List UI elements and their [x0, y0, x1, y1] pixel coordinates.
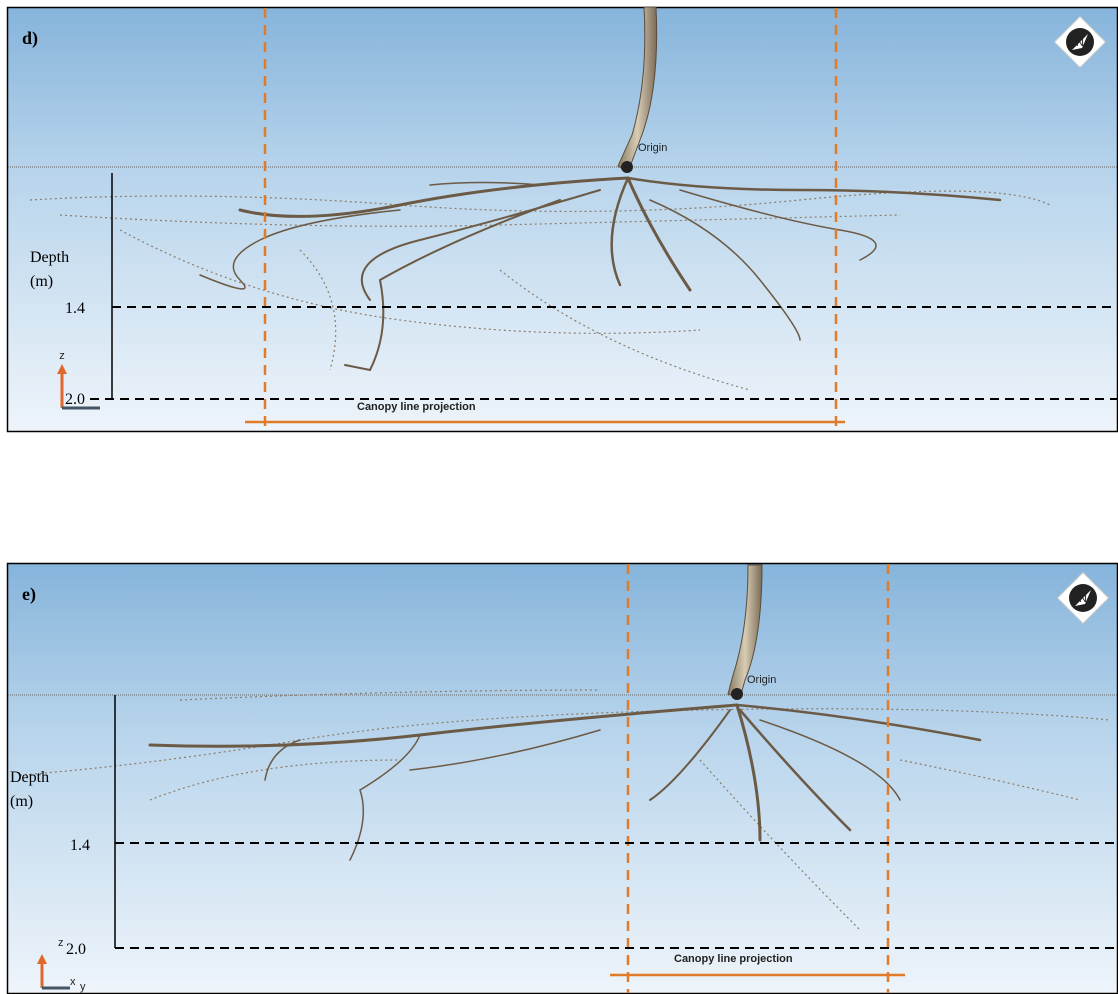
- axis-label: y: [80, 981, 86, 993]
- depth-unit: (m): [10, 793, 33, 810]
- panel-label: e): [22, 584, 36, 605]
- depth-mark: 1.4: [65, 300, 85, 317]
- compass-label: N: [1076, 37, 1084, 49]
- panel-e: Origin Canopy line projection e) Depth (…: [8, 564, 1118, 994]
- axis-label: z: [58, 937, 64, 949]
- depth-mark: 2.0: [65, 391, 85, 408]
- panel-frame: [8, 564, 1118, 994]
- origin-label: Origin: [638, 142, 667, 154]
- depth-mark: 1.4: [70, 837, 90, 854]
- canopy-label: Canopy line projection: [357, 401, 476, 413]
- panel-label: d): [22, 28, 38, 49]
- compass-label: N: [1079, 593, 1087, 605]
- origin-marker: [731, 688, 743, 700]
- depth-label: Depth: [30, 249, 69, 266]
- origin-marker: [621, 161, 633, 173]
- panel-d: Origin Canopy line projection d) Depth (…: [8, 7, 1118, 432]
- axis-label: z: [59, 350, 65, 362]
- axis-label: x: [70, 976, 76, 988]
- depth-mark: 2.0: [66, 941, 86, 958]
- canopy-label: Canopy line projection: [674, 953, 793, 965]
- depth-unit: (m): [30, 273, 53, 290]
- origin-label: Origin: [747, 674, 776, 686]
- depth-label: Depth: [10, 769, 49, 786]
- panel-frame: [8, 8, 1118, 432]
- figure: Origin Canopy line projection d) Depth (…: [0, 0, 1118, 994]
